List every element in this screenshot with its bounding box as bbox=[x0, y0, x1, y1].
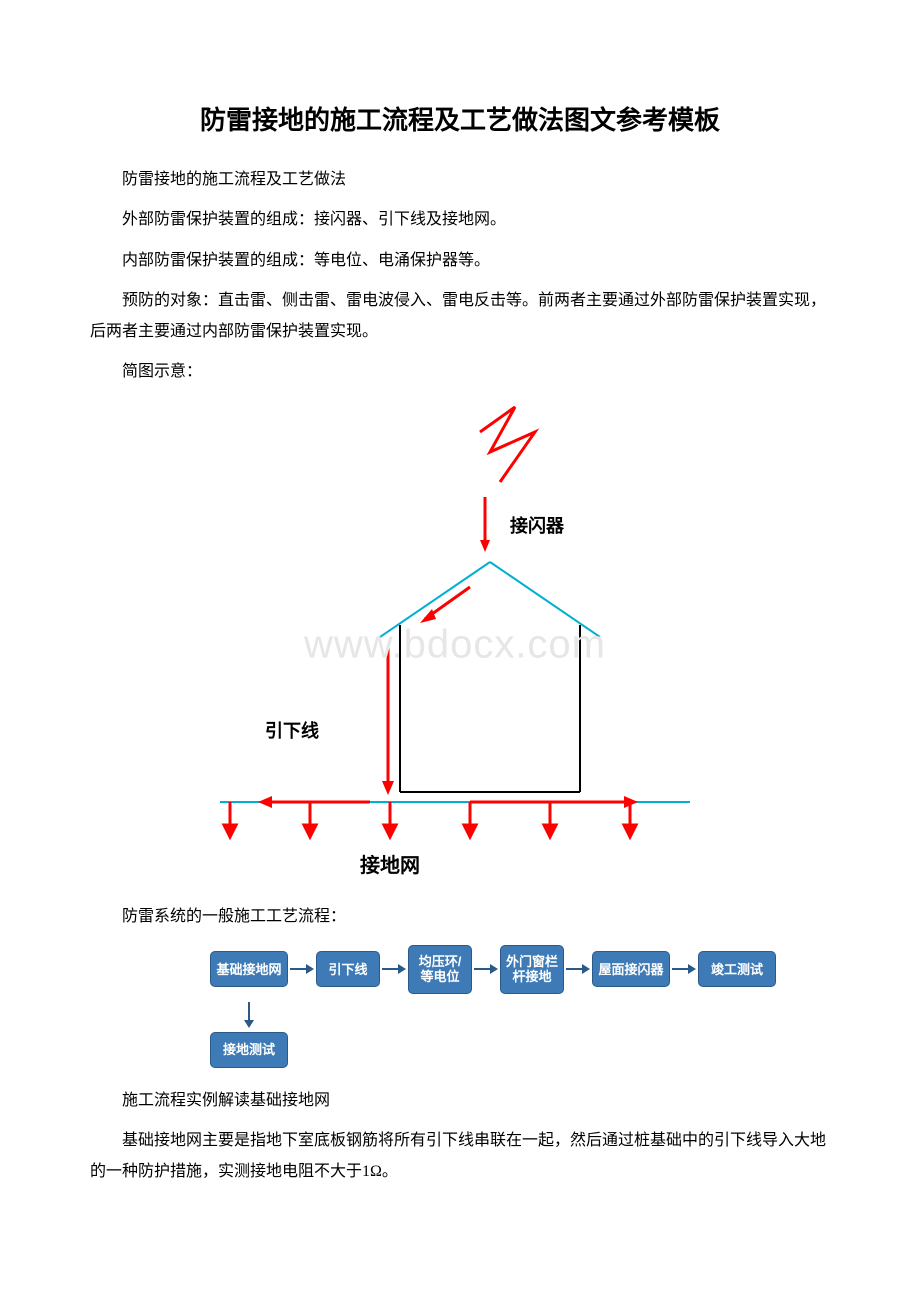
paragraph: 防雷系统的一般施工工艺流程： bbox=[90, 902, 830, 932]
process-flowchart: 基础接地网 引下线 均压环/ 等电位 外门窗栏 杆接地 屋面接闪器 竣工测试 接… bbox=[210, 945, 890, 1068]
paragraph: 预防的对象：直击雷、侧击雷、雷电波侵入、雷电反击等。前两者主要通过外部防雷保护装… bbox=[90, 286, 830, 347]
page-title: 防雷接地的施工流程及工艺做法图文参考模板 bbox=[90, 100, 830, 137]
flow-node: 接地测试 bbox=[210, 1032, 288, 1068]
flow-node: 均压环/ 等电位 bbox=[408, 945, 472, 994]
label-downlead: 引下线 bbox=[265, 720, 319, 741]
flow-node: 屋面接闪器 bbox=[592, 951, 670, 987]
flow-node: 外门窗栏 杆接地 bbox=[500, 945, 564, 994]
paragraph: 施工流程实例解读基础接地网 bbox=[90, 1086, 830, 1116]
arrow-right-icon bbox=[472, 964, 500, 974]
flow-node: 基础接地网 bbox=[210, 951, 288, 987]
label-receiver: 接闪器 bbox=[510, 515, 565, 536]
arrow-down-icon bbox=[210, 1002, 288, 1028]
arrow-right-icon bbox=[670, 964, 698, 974]
schematic-diagram: 接闪器 引下线 bbox=[210, 397, 700, 892]
paragraph: 防雷接地的施工流程及工艺做法 bbox=[90, 165, 830, 195]
paragraph: 基础接地网主要是指地下室底板钢筋将所有引下线串联在一起，然后通过桩基础中的引下线… bbox=[90, 1126, 830, 1187]
paragraph: 外部防雷保护装置的组成：接闪器、引下线及接地网。 bbox=[90, 205, 830, 235]
arrow-right-icon bbox=[564, 964, 592, 974]
lightning-icon bbox=[480, 407, 535, 482]
paragraph: 内部防雷保护装置的组成：等电位、电涌保护器等。 bbox=[90, 246, 830, 276]
arrow-right-icon bbox=[380, 964, 408, 974]
flow-node: 竣工测试 bbox=[698, 951, 776, 987]
label-groundnet: 接地网 bbox=[360, 854, 420, 877]
flow-node: 引下线 bbox=[316, 951, 380, 987]
paragraph: 简图示意： bbox=[90, 357, 830, 387]
arrow-right-icon bbox=[288, 964, 316, 974]
